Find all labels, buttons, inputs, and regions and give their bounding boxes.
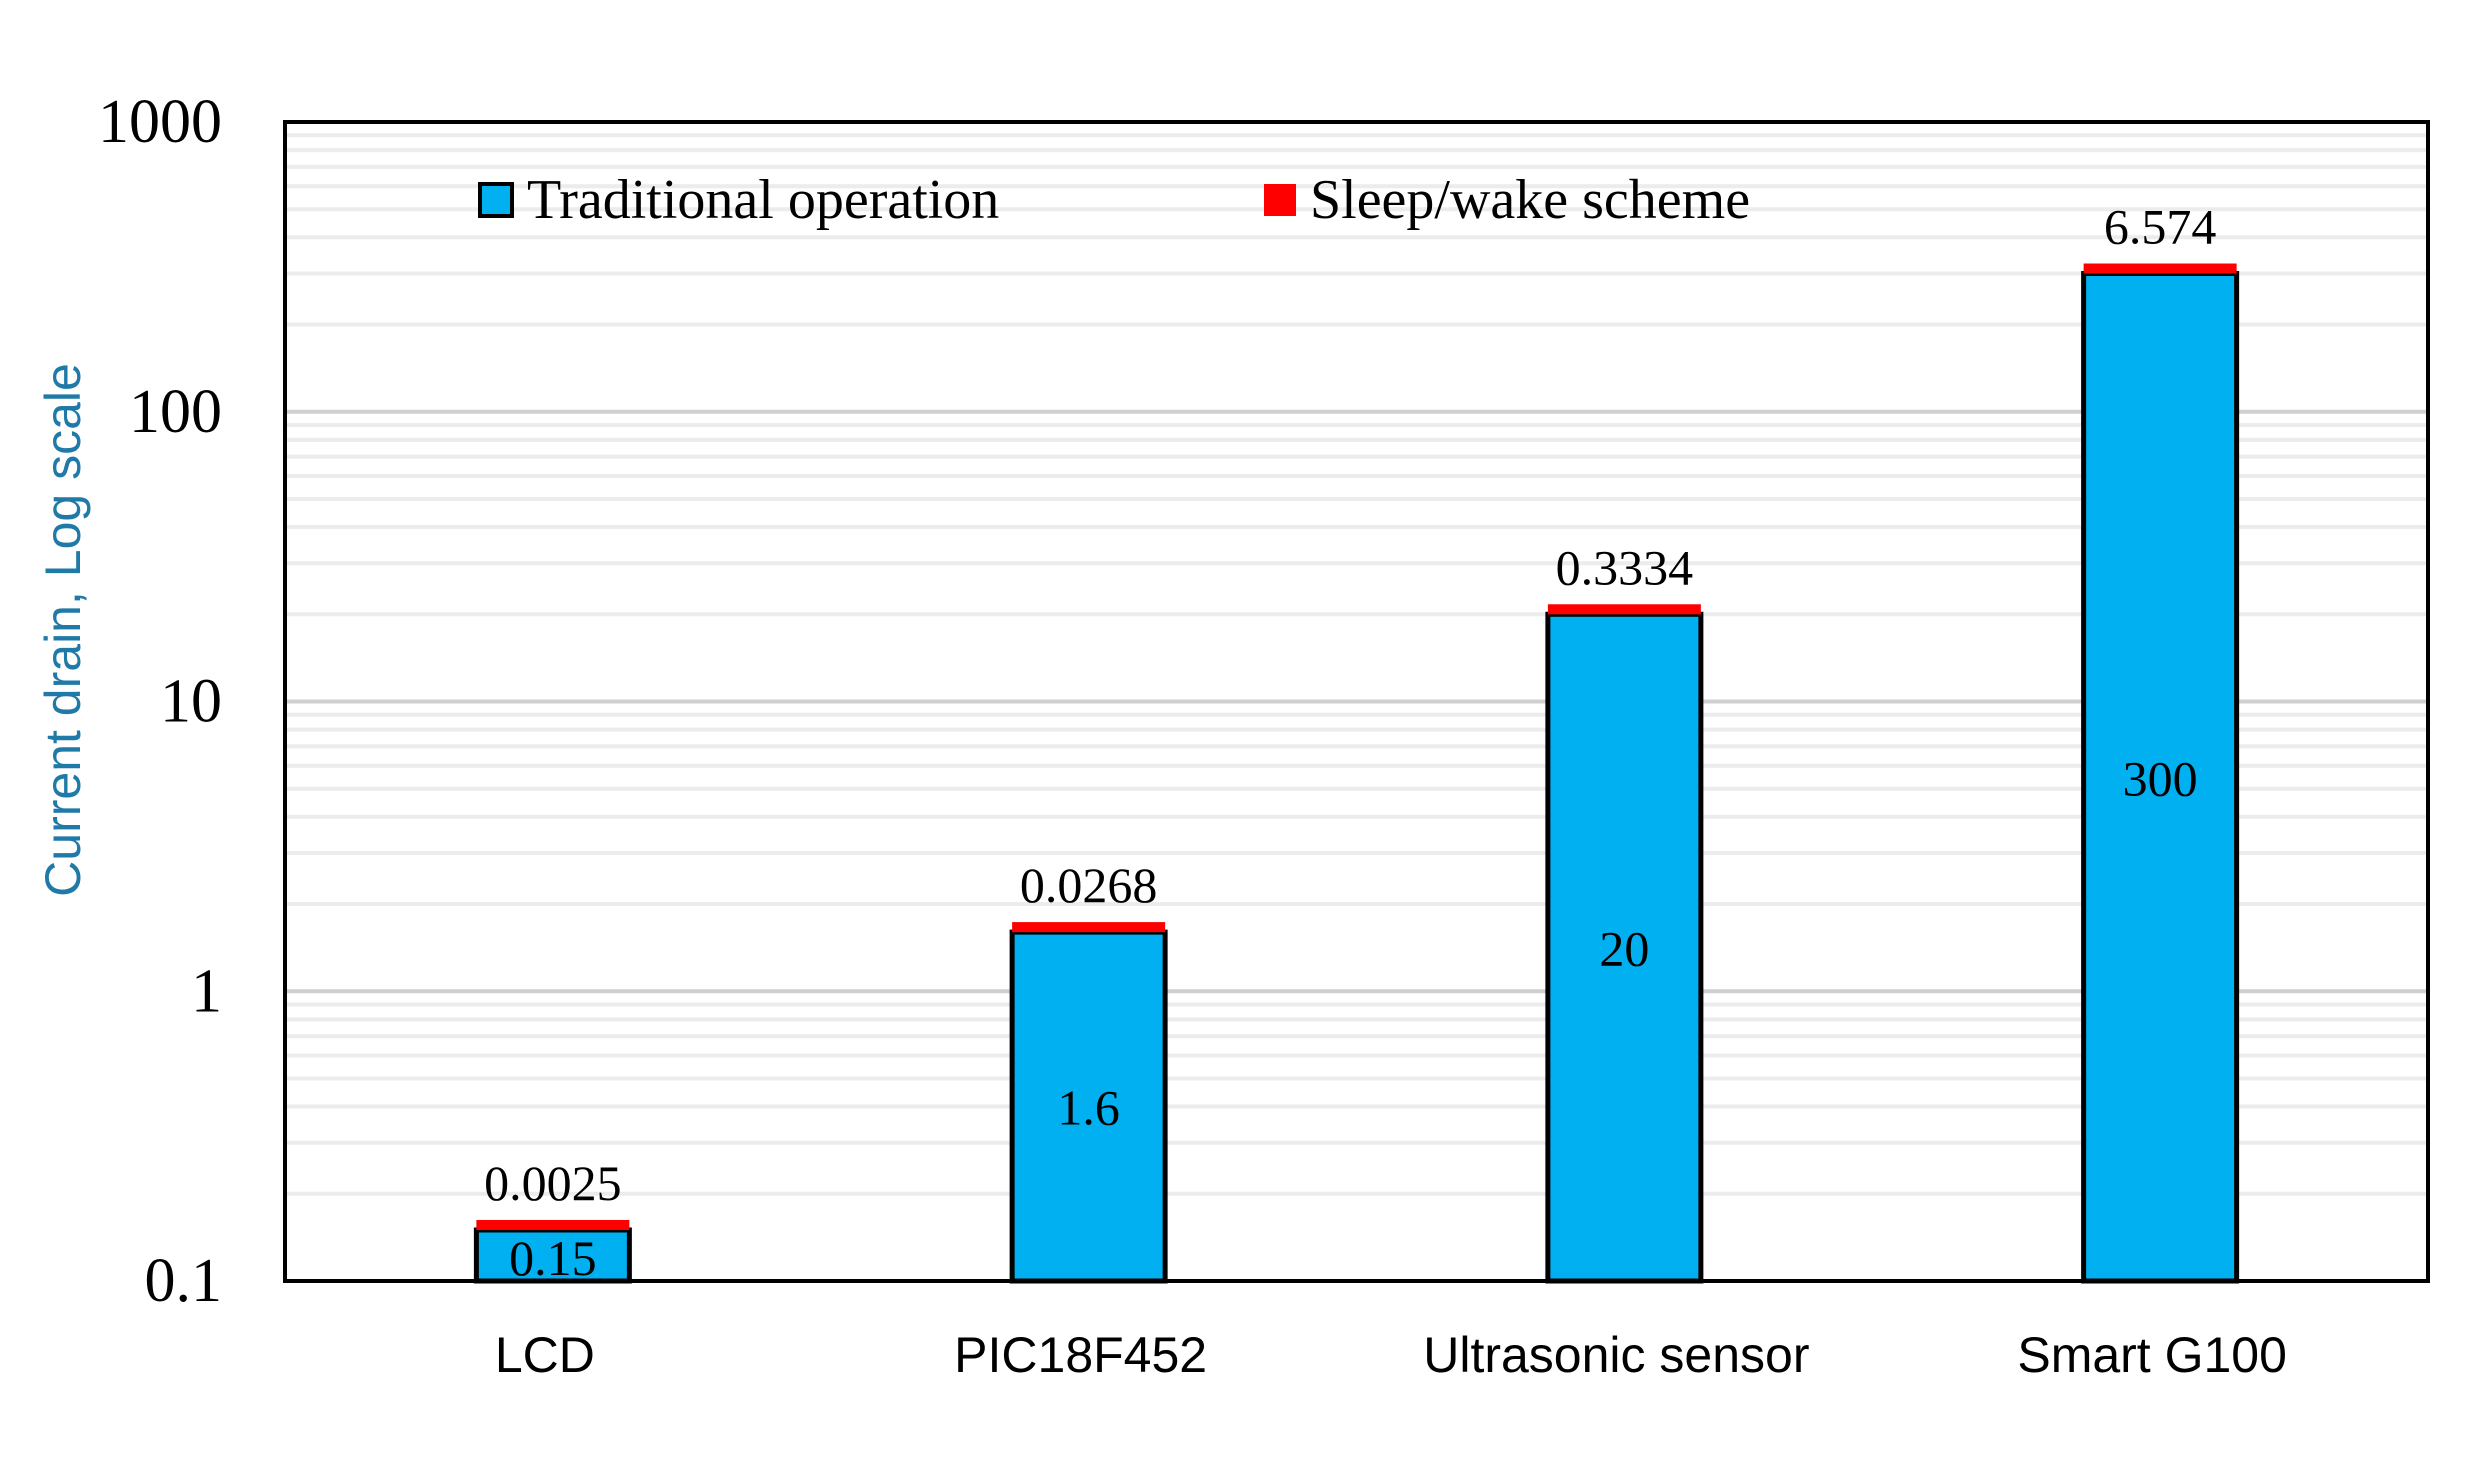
data-label-sleep-wake: 0.0025 (484, 1155, 622, 1211)
data-label-traditional: 300 (2123, 750, 2198, 806)
bars (473, 263, 2240, 1284)
legend-swatch-traditional (478, 182, 514, 218)
legend-label-traditional: Traditional operation (527, 169, 999, 231)
data-label-sleep-wake: 6.574 (2104, 199, 2217, 255)
x-tick-label: Smart G100 (2017, 1327, 2287, 1383)
bar-traditional (1545, 611, 1704, 1284)
bar-traditional (1009, 929, 1168, 1284)
data-label-sleep-wake: 0.0268 (1020, 857, 1158, 913)
y-tick-label: 100 (129, 378, 222, 446)
plot-frame (283, 120, 2430, 1283)
data-label-traditional: 20 (1599, 921, 1649, 977)
bar-sleep-wake (476, 1219, 630, 1230)
x-tick-labels: LCD PIC18F452 Ultrasonic sensor Smart G100 (495, 1327, 2287, 1383)
legend: Traditional operation Sleep/wake scheme (478, 169, 1750, 231)
bar-sleep-wake (1012, 922, 1166, 933)
bar-sleep-wake (1547, 604, 1701, 615)
y-tick-label: 1 (191, 957, 222, 1025)
y-tick-labels: 0.1 1 10 100 1000 (98, 88, 222, 1315)
y-tick-label: 0.1 (145, 1247, 223, 1315)
data-label-sleep-wake: 0.3334 (1556, 539, 1694, 595)
data-label-traditional: 1.6 (1057, 1080, 1120, 1136)
x-tick-label: Ultrasonic sensor (1423, 1327, 1809, 1383)
gridlines (285, 133, 2428, 1196)
legend-label-sleep-wake: Sleep/wake scheme (1310, 169, 1750, 231)
y-axis-label: Current drain, Log scale (35, 363, 91, 897)
data-labels: 0.0025 0.15 0.0268 1.6 0.3334 20 6.574 300 (484, 199, 2216, 1286)
y-tick-label: 1000 (98, 88, 222, 156)
x-tick-label: LCD (495, 1327, 595, 1383)
y-tick-label: 10 (160, 668, 222, 736)
x-tick-label: PIC18F452 (954, 1327, 1207, 1383)
legend-swatch-sleep-wake (1264, 184, 1296, 216)
data-label-traditional: 0.15 (509, 1230, 597, 1286)
bar-sleep-wake (2083, 263, 2237, 274)
